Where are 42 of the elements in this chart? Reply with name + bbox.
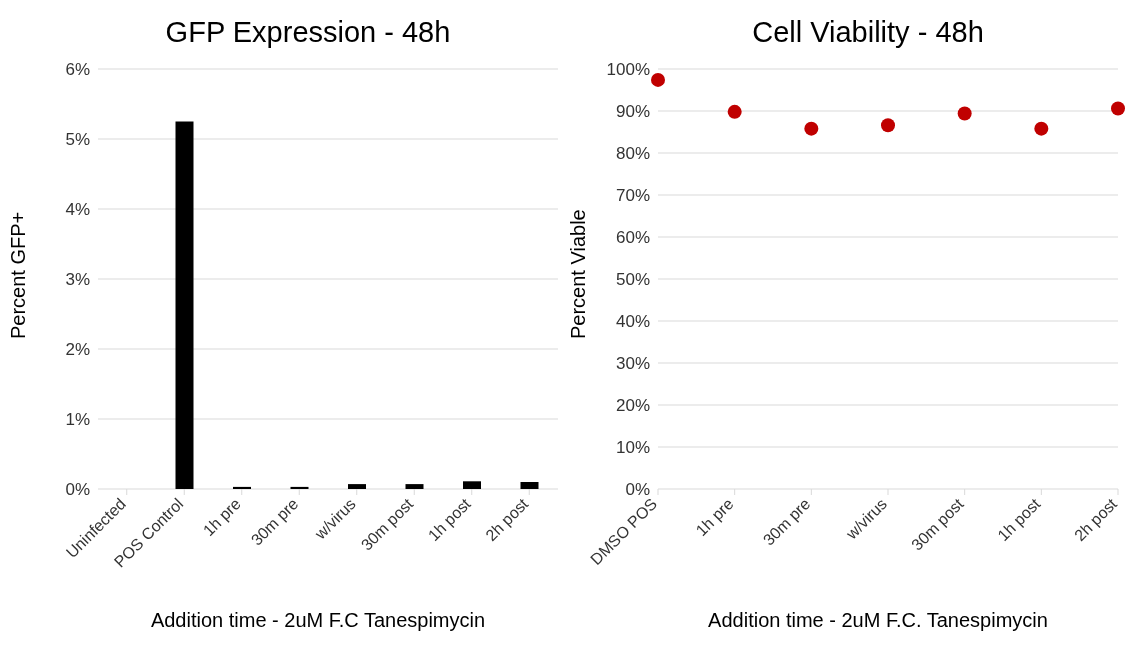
y-tick-label: 30%	[615, 354, 650, 374]
y-tick-label: 70%	[615, 186, 650, 206]
y-tick-label: 6%	[65, 60, 90, 80]
x-axis-title: Addition time - 2uM F.C Tanespimycin	[149, 609, 487, 632]
y-tick-label: 5%	[65, 130, 90, 150]
y-tick-label: 4%	[65, 200, 90, 220]
point	[957, 106, 972, 121]
y-tick-label: 50%	[615, 270, 650, 290]
y-tick-label: 2%	[65, 340, 90, 360]
point	[1111, 101, 1125, 116]
bar	[175, 121, 194, 489]
y-tick-label: 10%	[615, 438, 650, 458]
y-tick-label: 0%	[625, 480, 650, 500]
x-tick-label: 30m pre	[247, 495, 302, 549]
x-tick-label: 1h pre	[199, 495, 244, 540]
x-tick-label: 30m pre	[759, 495, 814, 549]
y-tick-label: 3%	[65, 270, 90, 290]
bar	[233, 486, 251, 489]
point	[727, 104, 742, 119]
point	[1034, 121, 1049, 136]
y-tick-label: 100%	[606, 60, 650, 80]
y-tick-label: 1%	[65, 410, 90, 430]
point	[651, 72, 665, 87]
y-tick-label: 0%	[65, 480, 90, 500]
y-tick-label: 90%	[615, 102, 650, 122]
point	[804, 121, 819, 136]
y-tick-label: 60%	[615, 228, 650, 248]
bar	[520, 482, 539, 489]
chart-title: GFP Expression - 48h	[164, 16, 452, 49]
y-tick-label: 20%	[615, 396, 650, 416]
point	[881, 118, 895, 133]
bar	[463, 481, 481, 489]
y-axis-title: Percent Viable	[567, 209, 590, 339]
y-axis-title: Percent GFP+	[7, 211, 30, 339]
x-axis-title: Addition time - 2uM F.C. Tanespimycin	[707, 609, 1049, 632]
chart-title: Cell Viability - 48h	[751, 16, 985, 49]
y-tick-label: 40%	[615, 312, 650, 332]
y-tick-label: 80%	[615, 144, 650, 164]
bar	[290, 486, 309, 489]
x-tick-label: 1h pre	[692, 495, 737, 540]
bar	[348, 484, 366, 489]
bar	[405, 484, 424, 489]
